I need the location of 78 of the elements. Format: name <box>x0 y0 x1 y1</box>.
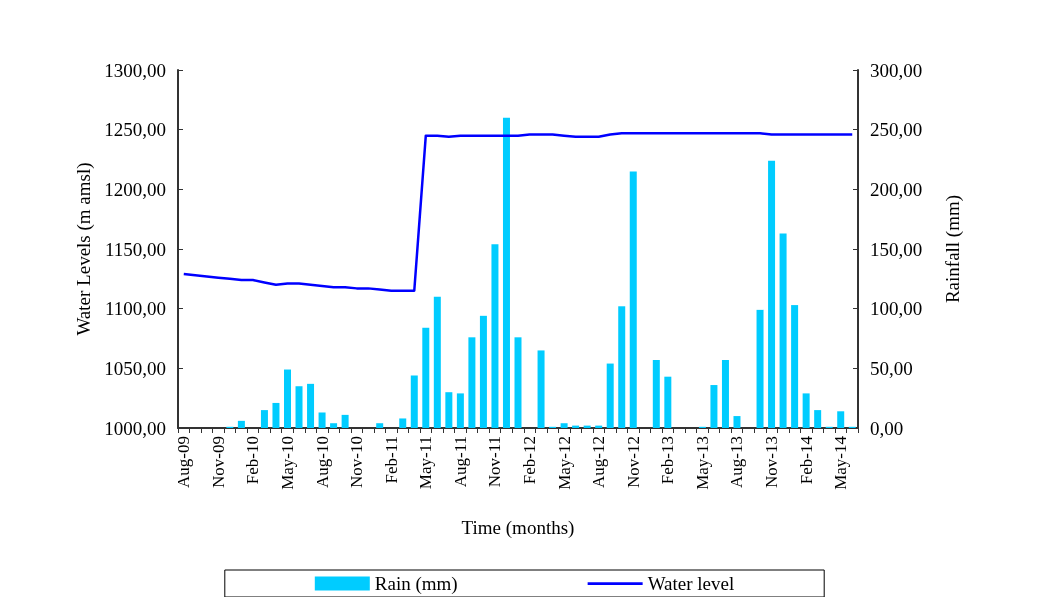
bar <box>260 410 268 428</box>
x-tick-label: Nov-13 <box>762 436 782 488</box>
x-tick-label: May-14 <box>831 435 851 490</box>
bar <box>237 420 245 428</box>
bar <box>399 418 407 428</box>
bar <box>330 423 338 428</box>
x-tick-label: Feb-10 <box>243 436 263 485</box>
x-tick-label: Feb-14 <box>796 435 816 485</box>
y2-tick-label: 0,00 <box>870 417 904 439</box>
y-axis-title: Water Levels (m amsl) <box>73 162 95 336</box>
y2-tick-label: 250,00 <box>870 119 923 141</box>
bar <box>664 376 672 428</box>
bar <box>652 359 660 428</box>
bar <box>341 414 349 428</box>
x-axis-title: Time (months) <box>461 517 575 539</box>
y2-tick-label: 300,00 <box>870 59 923 81</box>
bar <box>629 171 637 428</box>
x-tick-label: Aug-11 <box>450 436 470 488</box>
bar <box>537 350 545 428</box>
x-tick-label: Aug-09 <box>174 436 194 488</box>
bar <box>318 412 326 428</box>
x-tick-label: May-11 <box>416 436 436 490</box>
bar <box>456 393 464 428</box>
bar <box>283 369 291 428</box>
bar <box>272 402 280 428</box>
x-tick-label: Nov-09 <box>208 436 228 488</box>
bar <box>514 337 522 428</box>
x-tick-label: Nov-10 <box>347 436 367 488</box>
legend-label: Rain (mm) <box>374 573 458 595</box>
bar <box>721 359 729 428</box>
y-tick-label: 1250,00 <box>104 119 166 141</box>
y-tick-label: 1200,00 <box>104 178 166 200</box>
bar <box>468 337 476 428</box>
line-series <box>182 132 854 293</box>
y2-tick-label: 200,00 <box>870 178 923 200</box>
bar <box>502 117 510 428</box>
y2-tick-label: 150,00 <box>870 238 923 260</box>
bar <box>710 385 718 428</box>
x-tick-label: Aug-10 <box>312 436 332 488</box>
bar <box>479 315 487 428</box>
y2-axis-title: Rainfall (mm) <box>942 194 964 304</box>
x-tick-label: May-12 <box>554 436 574 490</box>
bar <box>422 327 430 428</box>
bar <box>491 244 499 428</box>
bar <box>307 383 315 428</box>
x-tick-label: May-13 <box>692 436 712 490</box>
x-tick-label: Feb-11 <box>381 436 401 484</box>
x-tick-label: Feb-13 <box>658 436 678 485</box>
x-tick-label: Aug-12 <box>589 436 609 488</box>
bar <box>756 309 764 428</box>
x-tick-label: May-10 <box>277 436 297 490</box>
bar <box>560 423 568 428</box>
x-tick-label: Nov-12 <box>623 436 643 488</box>
y2-tick-label: 50,00 <box>870 357 913 379</box>
x-tick-label: Nov-11 <box>485 436 505 488</box>
bar <box>768 160 776 428</box>
bar <box>295 386 303 428</box>
bar <box>779 233 787 428</box>
x-tick-label: Feb-12 <box>520 436 540 485</box>
bar <box>445 392 453 428</box>
bar <box>606 363 614 428</box>
y-tick-label: 1000,00 <box>104 417 166 439</box>
bar <box>733 416 741 428</box>
bar <box>618 306 626 428</box>
bar <box>791 305 799 428</box>
y-tick-label: 1050,00 <box>104 357 166 379</box>
bar <box>814 410 822 428</box>
legend-label: Water level <box>647 573 735 594</box>
bar <box>837 411 845 428</box>
bar <box>802 393 810 428</box>
y2-tick-label: 100,00 <box>870 298 923 320</box>
bar <box>376 423 384 428</box>
y-tick-label: 1300,00 <box>104 59 166 81</box>
y-tick-label: 1150,00 <box>104 238 166 260</box>
bar <box>410 375 418 428</box>
bar <box>433 296 441 428</box>
y-tick-label: 1100,00 <box>104 298 166 320</box>
x-tick-label: Aug-13 <box>727 436 747 488</box>
